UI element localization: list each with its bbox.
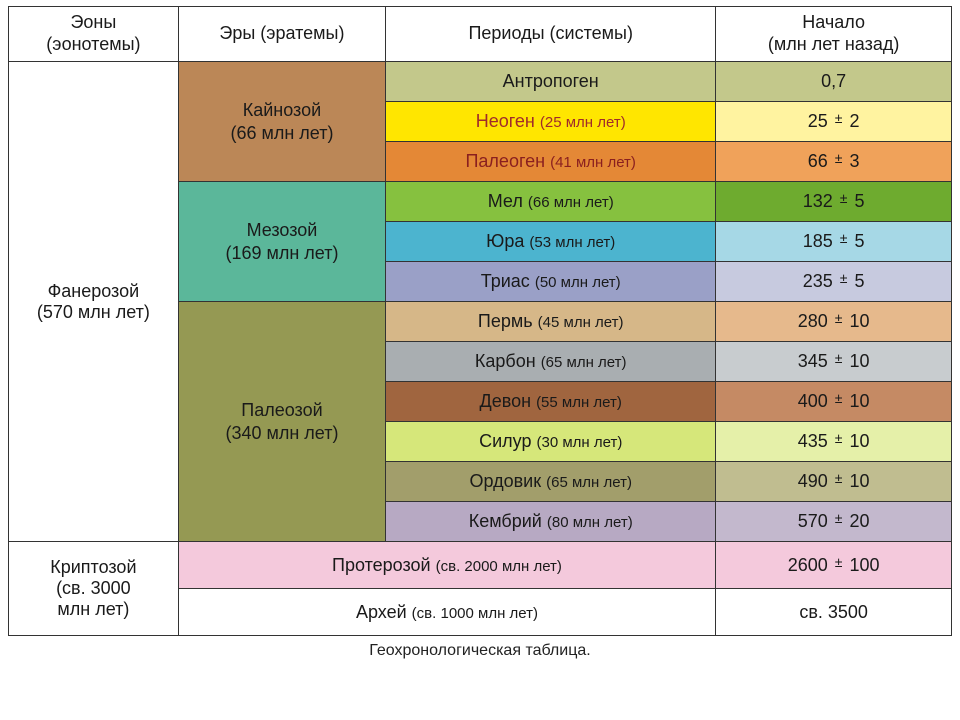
period-name: Неоген [476,111,535,131]
eon-name: Фанерозой [48,281,140,301]
start-value: 25 ± 2 [808,111,860,131]
start-cell: 132 ± 5 [716,182,952,222]
col-start: Начало (млн лет назад) [716,7,952,62]
start-cell: 66 ± 3 [716,142,952,182]
period-name: Ордовик [469,471,541,491]
col-eon-l1: Эоны [70,12,116,32]
period-cell-wide: Протерозой (св. 2000 млн лет) [178,542,716,589]
period-name: Девон [480,391,532,411]
table-caption: Геохронологическая таблица. [8,642,952,660]
start-value: 490 ± 10 [798,471,870,491]
start-value: 0,7 [821,71,846,91]
period-duration: (65 млн лет) [546,474,632,491]
start-cell: 435 ± 10 [716,422,952,462]
col-eon-l2: (эонотемы) [46,34,140,54]
start-value: 345 ± 10 [798,351,870,371]
period-cell: Карбон (65 млн лет) [386,342,716,382]
period-cell: Антропоген [386,62,716,102]
start-value: 2600 ± 100 [788,555,880,575]
col-period: Периоды (системы) [386,7,716,62]
col-eon: Эоны (эонотемы) [9,7,179,62]
eon-phanerozoic: Фанерозой (570 млн лет) [9,62,179,542]
start-cell: 2600 ± 100 [716,542,952,589]
col-start-l2: (млн лет назад) [768,34,899,54]
start-value: св. 3500 [799,602,868,622]
period-name: Юра [486,231,524,251]
start-value: 132 ± 5 [803,191,865,211]
eon-duration-l2: млн лет) [57,599,129,619]
period-name: Силур [479,431,531,451]
start-value: 570 ± 20 [798,511,870,531]
period-cell: Юра (53 млн лет) [386,222,716,262]
period-cell: Мел (66 млн лет) [386,182,716,222]
start-cell: св. 3500 [716,589,952,636]
period-name: Протерозой [332,555,431,575]
table-row: Криптозой (св. 3000 млн лет) Протерозой … [9,542,952,589]
eon-duration-l1: (св. 3000 [56,578,131,598]
period-name: Палеоген [465,151,545,171]
period-duration: (66 млн лет) [528,194,614,211]
period-duration: (41 млн лет) [550,154,636,171]
period-name: Триас [481,271,530,291]
period-cell: Палеоген (41 млн лет) [386,142,716,182]
start-value: 235 ± 5 [803,271,865,291]
era-name: Кайнозой [243,100,321,120]
period-name: Мел [488,191,523,211]
period-duration: (53 млн лет) [529,234,615,251]
era-duration: (169 млн лет) [225,243,338,263]
start-cell: 25 ± 2 [716,102,952,142]
period-name: Пермь [478,311,533,331]
start-cell: 570 ± 20 [716,502,952,542]
era-name: Палеозой [241,400,322,420]
eon-duration: (570 млн лет) [37,302,150,322]
period-cell: Ордовик (65 млн лет) [386,462,716,502]
start-value: 435 ± 10 [798,431,870,451]
period-duration: (55 млн лет) [536,394,622,411]
geologic-time-table: Эоны (эонотемы) Эры (эратемы) Периоды (с… [8,6,952,636]
period-duration: (25 млн лет) [540,114,626,131]
era-cenozoic: Кайнозой (66 млн лет) [178,62,385,182]
period-duration: (св. 2000 млн лет) [436,558,562,575]
col-start-l1: Начало [802,12,865,32]
start-cell: 490 ± 10 [716,462,952,502]
col-era: Эры (эратемы) [178,7,385,62]
period-cell: Неоген (25 млн лет) [386,102,716,142]
period-cell: Пермь (45 млн лет) [386,302,716,342]
period-duration: (80 млн лет) [547,514,633,531]
period-cell-wide: Архей (св. 1000 млн лет) [178,589,716,636]
period-name: Антропоген [503,71,599,91]
start-value: 66 ± 3 [808,151,860,171]
start-value: 280 ± 10 [798,311,870,331]
eon-cryptozoic: Криптозой (св. 3000 млн лет) [9,542,179,636]
period-duration: (50 млн лет) [535,274,621,291]
period-name: Карбон [475,351,536,371]
period-name: Архей [356,602,407,622]
period-duration: (45 млн лет) [538,314,624,331]
start-value: 185 ± 5 [803,231,865,251]
period-duration: (30 млн лет) [536,434,622,451]
era-duration: (66 млн лет) [230,123,333,143]
period-cell: Кембрий (80 млн лет) [386,502,716,542]
table-row: Фанерозой (570 млн лет) Кайнозой (66 млн… [9,62,952,102]
start-cell: 235 ± 5 [716,262,952,302]
era-duration: (340 млн лет) [225,423,338,443]
start-cell: 185 ± 5 [716,222,952,262]
start-cell: 0,7 [716,62,952,102]
era-mesozoic: Мезозой (169 млн лет) [178,182,385,302]
era-paleozoic: Палеозой (340 млн лет) [178,302,385,542]
era-name: Мезозой [247,220,318,240]
start-cell: 400 ± 10 [716,382,952,422]
start-value: 400 ± 10 [798,391,870,411]
period-duration: (св. 1000 млн лет) [412,605,538,622]
period-cell: Силур (30 млн лет) [386,422,716,462]
period-duration: (65 млн лет) [541,354,627,371]
eon-name: Криптозой [50,557,136,577]
period-name: Кембрий [469,511,542,531]
start-cell: 345 ± 10 [716,342,952,382]
period-cell: Девон (55 млн лет) [386,382,716,422]
header-row: Эоны (эонотемы) Эры (эратемы) Периоды (с… [9,7,952,62]
start-cell: 280 ± 10 [716,302,952,342]
period-cell: Триас (50 млн лет) [386,262,716,302]
